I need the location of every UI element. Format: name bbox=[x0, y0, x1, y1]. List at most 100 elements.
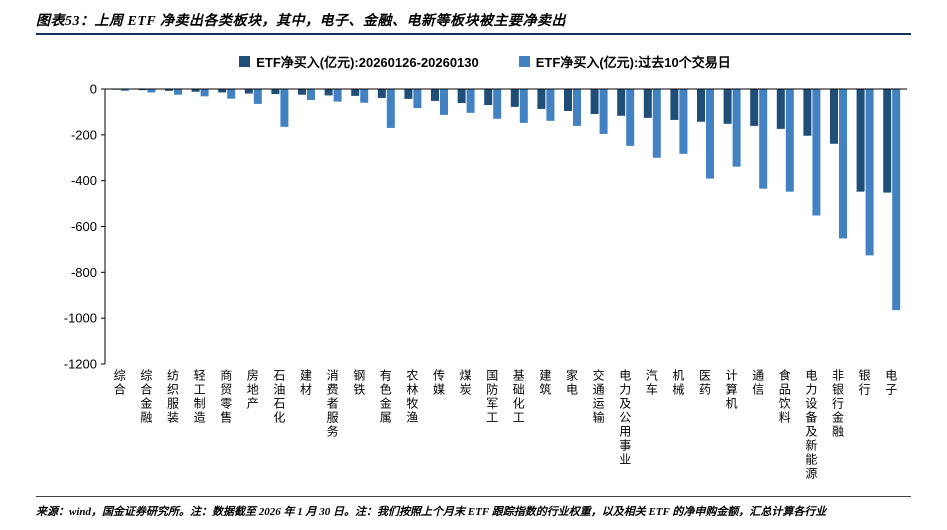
bar-past10days bbox=[759, 89, 768, 189]
bar-past10days bbox=[333, 89, 342, 102]
bar-chart-plot: 0 -200 -400 -600 -800 -1000 -1200 bbox=[64, 82, 907, 372]
bar-lastweek bbox=[138, 89, 147, 91]
x-axis-label: 基础化工 bbox=[511, 369, 526, 425]
x-axis-label: 有色金属 bbox=[378, 369, 393, 425]
x-axis-label: 综合 bbox=[112, 369, 127, 397]
bar-lastweek bbox=[590, 89, 599, 114]
legend-swatch-light-icon bbox=[518, 56, 530, 67]
bar-lastweek bbox=[484, 89, 493, 106]
x-axis-label: 石油石化 bbox=[271, 369, 286, 425]
x-axis-label: 国防军工 bbox=[484, 369, 499, 425]
x-axis-labels: 综合 综合金融 纺织服装 轻工制造 商贸零售 房地产 石油石化 建材 消费者服务 钢铁 有色金属 农林… bbox=[55, 369, 915, 484]
y-axis-tick-label: -1000 bbox=[64, 311, 97, 326]
x-axis-label: 通信 bbox=[750, 369, 765, 397]
x-axis-label: 商贸零售 bbox=[218, 369, 233, 425]
x-axis-label: 综合金融 bbox=[138, 369, 153, 425]
bar-lastweek bbox=[271, 89, 280, 95]
x-axis-label: 房地产 bbox=[245, 369, 260, 411]
x-axis-label: 农林牧渔 bbox=[404, 369, 419, 425]
x-axis-label: 电子 bbox=[883, 369, 898, 397]
bar-lastweek bbox=[776, 89, 785, 129]
bar-lastweek bbox=[377, 89, 386, 98]
legend-item-10days: ETF净买入(亿元):过去10个交易日 bbox=[518, 52, 731, 71]
bar-lastweek bbox=[803, 89, 812, 136]
bar-past10days bbox=[120, 89, 129, 91]
x-axis-label: 汽车 bbox=[644, 369, 659, 397]
bar-past10days bbox=[386, 89, 395, 128]
bar-lastweek bbox=[191, 89, 200, 92]
bar-past10days bbox=[626, 89, 635, 146]
x-axis-label: 电力及公用事业 bbox=[617, 369, 632, 467]
bar-lastweek bbox=[431, 89, 439, 101]
chart-legend: ETF净买入(亿元):20260126-20260130 ETF净买入(亿元):… bbox=[55, 52, 915, 71]
bar-lastweek bbox=[537, 89, 546, 109]
bar-past10days bbox=[892, 89, 901, 311]
x-axis-label: 建筑 bbox=[537, 369, 552, 397]
bar-lastweek bbox=[244, 89, 253, 94]
bar-past10days bbox=[280, 89, 289, 127]
bar-lastweek bbox=[617, 89, 626, 116]
bar-past10days bbox=[812, 89, 821, 216]
bar-past10days bbox=[679, 89, 688, 154]
bar-past10days bbox=[413, 89, 422, 109]
bar-past10days bbox=[174, 89, 182, 95]
x-axis-label: 钢铁 bbox=[351, 369, 366, 397]
x-axis-label: 纺织服装 bbox=[165, 369, 180, 425]
bar-lastweek bbox=[165, 89, 173, 91]
bar-past10days bbox=[466, 89, 475, 113]
etf-net-buy-chart: ETF净买入(亿元):20260126-20260130 ETF净买入(亿元):… bbox=[55, 52, 915, 484]
bar-past10days bbox=[253, 89, 262, 104]
bar-lastweek bbox=[883, 89, 892, 193]
bar-lastweek bbox=[670, 89, 679, 120]
x-axis-label: 消费者服务 bbox=[325, 369, 340, 439]
y-axis-tick-label: 0 bbox=[90, 82, 97, 97]
legend-label-lastweek: ETF净买入(亿元):20260126-20260130 bbox=[256, 55, 479, 70]
y-axis-tick-label: -200 bbox=[71, 127, 97, 142]
y-axis-tick-label: -1200 bbox=[64, 357, 97, 372]
legend-item-lastweek: ETF净买入(亿元):20260126-20260130 bbox=[239, 52, 479, 71]
bar-lastweek bbox=[324, 89, 333, 96]
bar-lastweek bbox=[856, 89, 865, 192]
bar-past10days bbox=[147, 89, 156, 93]
bar-past10days bbox=[652, 89, 661, 158]
x-axis-label: 轻工制造 bbox=[192, 369, 207, 425]
legend-swatch-dark-icon bbox=[239, 56, 251, 67]
bar-lastweek bbox=[298, 89, 306, 95]
x-axis-label: 传媒 bbox=[431, 369, 446, 397]
bar-past10days bbox=[227, 89, 236, 99]
x-axis-label: 银行 bbox=[857, 369, 872, 397]
x-axis-label: 家电 bbox=[564, 369, 579, 397]
bar-past10days bbox=[599, 89, 608, 134]
bar-lastweek bbox=[750, 89, 759, 126]
x-axis-label: 计算机 bbox=[724, 369, 739, 411]
bar-past10days bbox=[546, 89, 555, 121]
bar-past10days bbox=[200, 89, 209, 97]
y-axis-tick-label: -400 bbox=[71, 173, 97, 188]
bar-past10days bbox=[732, 89, 741, 167]
x-axis-label: 交通运输 bbox=[591, 369, 606, 425]
bar-lastweek bbox=[643, 89, 652, 118]
bar-past10days bbox=[493, 89, 502, 119]
bar-lastweek bbox=[564, 89, 572, 111]
y-axis-tick-label: -800 bbox=[71, 265, 97, 280]
figure-title: 图表53：上周 ETF 净卖出各类板块，其中，电子、金融、电新等板块被主要净卖出 bbox=[36, 14, 566, 29]
bar-past10days bbox=[360, 89, 369, 103]
source-note: 来源：wind，国金证券研究所。注：数据截至 2026 年 1 月 30 日。注… bbox=[36, 496, 911, 519]
bar-lastweek bbox=[351, 89, 360, 96]
x-axis-label: 非银行金融 bbox=[830, 369, 845, 439]
bar-past10days bbox=[839, 89, 847, 239]
x-axis-label: 医药 bbox=[697, 369, 712, 397]
bar-past10days bbox=[706, 89, 714, 179]
bar-past10days bbox=[785, 89, 794, 192]
x-axis-label: 煤炭 bbox=[458, 369, 473, 397]
bar-past10days bbox=[307, 89, 315, 100]
x-axis-label: 电力设备及新能源 bbox=[803, 369, 818, 481]
x-axis-label: 食品饮料 bbox=[777, 369, 792, 425]
bar-past10days bbox=[573, 89, 581, 126]
legend-label-10days: ETF净买入(亿元):过去10个交易日 bbox=[535, 55, 731, 70]
x-axis-label: 建材 bbox=[298, 369, 313, 397]
bar-past10days bbox=[440, 89, 448, 115]
bar-lastweek bbox=[218, 89, 227, 93]
bar-past10days bbox=[865, 89, 874, 256]
